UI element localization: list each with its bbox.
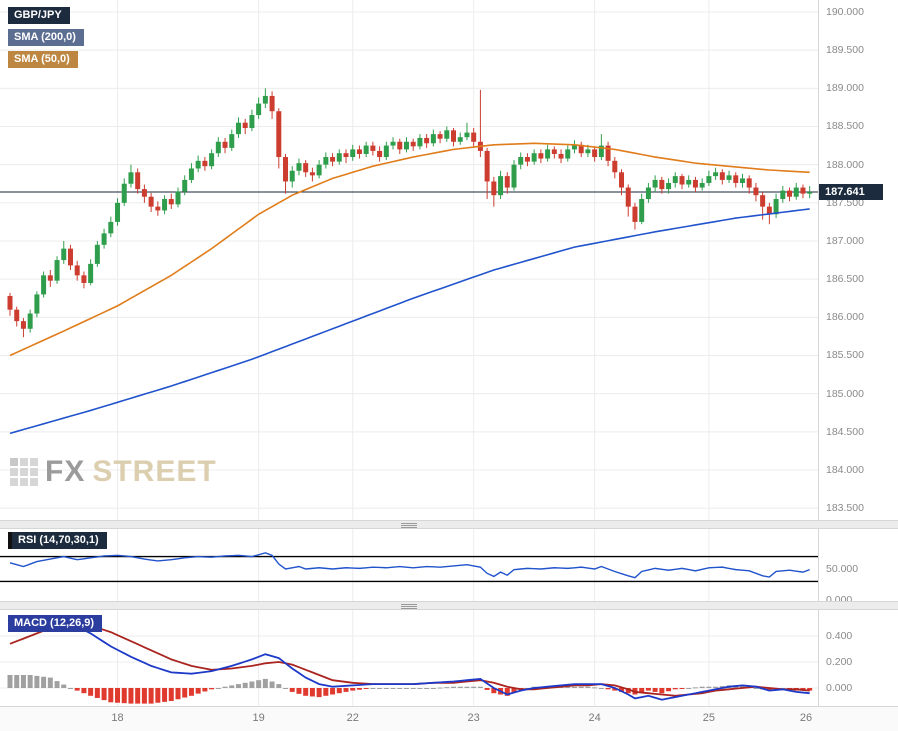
price-tick: 188.000 xyxy=(826,158,864,171)
price-tick: 187.000 xyxy=(826,234,864,247)
candlestick-chart-canvas[interactable] xyxy=(0,0,818,520)
macd-tick: 0.200 xyxy=(826,656,853,668)
price-badge: 187.641 xyxy=(819,184,883,201)
panel-resize-handle-bottom[interactable] xyxy=(0,601,898,610)
time-label: 26 xyxy=(799,712,813,724)
time-axis[interactable]: 18 19 22 23 24 25 26 xyxy=(0,706,898,731)
sma200-badge[interactable]: SMA (200,0) xyxy=(8,29,84,46)
macd-panel: MACD (12,26,9) xyxy=(0,610,818,706)
fxstreet-logo-icon xyxy=(10,458,38,486)
macd-chart-canvas[interactable] xyxy=(0,610,818,706)
time-label: 19 xyxy=(252,712,265,724)
symbol-badge[interactable]: GBP/JPY xyxy=(8,7,70,24)
fxstreet-watermark: FX STREET xyxy=(10,455,217,489)
macd-tick: 0.400 xyxy=(826,630,853,642)
panel-resize-handle-top[interactable] xyxy=(0,520,898,529)
time-label: 22 xyxy=(346,712,359,724)
grip-icon xyxy=(401,606,417,607)
time-label: 24 xyxy=(588,712,601,724)
macd-badge[interactable]: MACD (12,26,9) xyxy=(8,615,103,632)
time-label: 25 xyxy=(702,712,715,724)
price-tick: 185.500 xyxy=(826,349,864,362)
price-tick: 188.500 xyxy=(826,120,864,133)
rsi-badge[interactable]: RSI (14,70,30,1) xyxy=(8,532,107,549)
rsi-chart-canvas[interactable] xyxy=(0,529,818,601)
price-tick: 184.500 xyxy=(826,425,864,438)
price-tick: 190.000 xyxy=(826,6,864,18)
price-tick: 189.000 xyxy=(826,82,864,95)
price-panel: GBP/JPY SMA (200,0) SMA (50,0) FX STREET xyxy=(0,0,818,520)
chart-legend: GBP/JPY SMA (200,0) SMA (50,0) xyxy=(8,7,84,68)
macd-tick: 0.000 xyxy=(826,682,853,694)
time-label: 18 xyxy=(111,712,124,724)
grip-icon xyxy=(401,525,417,526)
price-axis[interactable]: 190.000 189.500 189.000 188.500 188.000 … xyxy=(818,0,898,706)
watermark-street-text: STREET xyxy=(92,455,217,488)
price-tick: 186.500 xyxy=(826,273,864,286)
price-tick: 186.000 xyxy=(826,311,864,324)
sma50-badge[interactable]: SMA (50,0) xyxy=(8,51,78,68)
price-tick: 185.000 xyxy=(826,387,864,400)
price-tick: 184.000 xyxy=(826,463,864,476)
price-tick: 183.500 xyxy=(826,502,864,515)
rsi-panel: RSI (14,70,30,1) xyxy=(0,529,818,601)
watermark-fx-text: FX xyxy=(45,455,86,488)
price-tick: 189.500 xyxy=(826,44,864,57)
time-label: 23 xyxy=(467,712,480,724)
rsi-tick: 50.000 xyxy=(826,563,859,575)
